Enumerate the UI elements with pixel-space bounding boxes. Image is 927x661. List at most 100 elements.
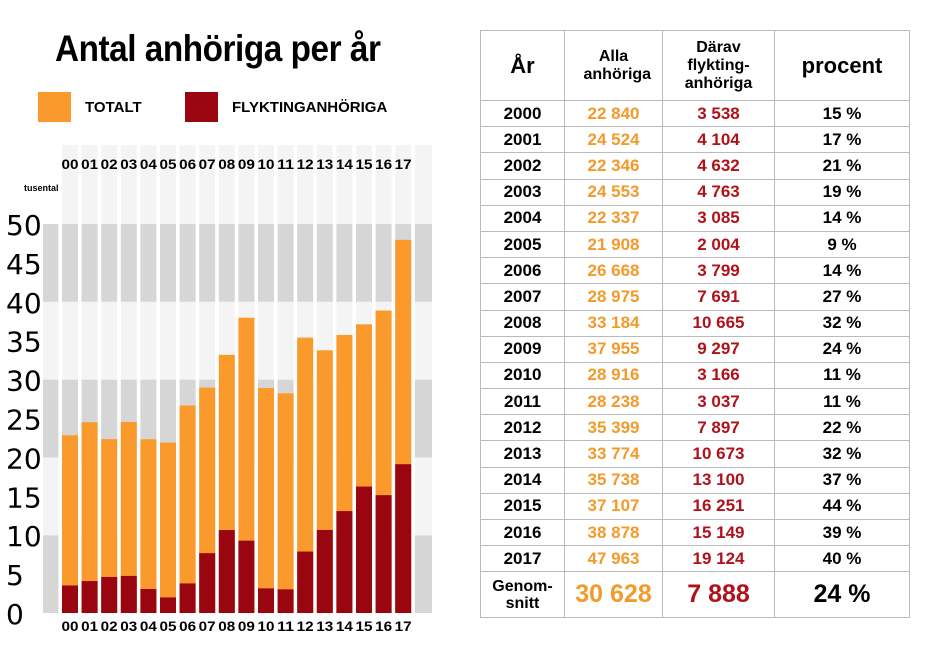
- bar-flykting: [297, 551, 314, 613]
- x-tick-label-top: 16: [375, 156, 392, 172]
- x-tick-label-bottom: 02: [101, 618, 118, 634]
- legend-label: TOTALT: [85, 98, 142, 116]
- chart-title: Antal anhöriga per år: [55, 28, 381, 69]
- x-tick-label-top: 10: [258, 156, 275, 172]
- legend-item-flykting: FLYKTINGANHÖRIGA: [185, 92, 387, 122]
- average-cell: Genom-snitt: [480, 571, 565, 619]
- table-cell: 4 763: [662, 178, 775, 206]
- x-tick-label-top: 15: [356, 156, 373, 172]
- x-tick-label-top: 00: [62, 156, 79, 172]
- x-tick-label-bottom: 17: [395, 618, 412, 634]
- bar-flykting: [277, 589, 294, 613]
- y-tick-label: 50: [6, 209, 42, 242]
- y-tick-label: 5: [6, 559, 24, 592]
- table-cell: 33 184: [564, 309, 663, 337]
- table-cell: 2010: [480, 361, 565, 390]
- bar-flykting: [375, 495, 392, 613]
- table-cell: 37 955: [564, 335, 663, 363]
- table-cell: 2009: [480, 335, 565, 363]
- column-gap: [254, 145, 258, 613]
- table-cell: 47 963: [564, 545, 663, 573]
- table-cell: 15 149: [662, 518, 775, 547]
- table-cell: 10 665: [662, 309, 775, 337]
- table-cell: 10 673: [662, 440, 775, 468]
- table-cell: 28 975: [564, 283, 663, 311]
- table-cell: 2 004: [662, 230, 775, 259]
- column-gap: [136, 145, 141, 613]
- average-cell: 30 628: [564, 571, 663, 619]
- bar-flykting: [316, 529, 333, 613]
- table-cell: 3 166: [662, 361, 775, 390]
- column-gap: [58, 145, 62, 613]
- column-gap: [195, 145, 200, 613]
- table-cell: 2000: [480, 99, 565, 128]
- bar-flykting: [101, 576, 118, 613]
- x-tick-label-bottom: 04: [140, 618, 157, 634]
- x-tick-label-top: 09: [238, 156, 255, 172]
- column-gap: [215, 145, 219, 613]
- bar-totalt: [101, 439, 118, 613]
- y-axis-label: tusental: [24, 183, 59, 193]
- x-tick-label-bottom: 08: [218, 618, 235, 634]
- table-row: 2014 35 738 13 100 37 %: [480, 466, 910, 494]
- y-tick-label: 25: [6, 404, 42, 437]
- x-tick-label-bottom: 06: [179, 618, 196, 634]
- table-cell: 2006: [480, 257, 565, 285]
- bar-flykting: [140, 588, 157, 613]
- y-tick-label: 20: [6, 442, 42, 475]
- y-tick-label: 45: [6, 248, 42, 281]
- table-row: 2003 24 553 4 763 19 %: [480, 178, 910, 206]
- table-cell: 2016: [480, 518, 565, 547]
- table-cell: 2003: [480, 178, 565, 206]
- header-refugee-text: Därav flykting-anhöriga: [684, 38, 753, 92]
- table-row: 2010 28 916 3 166 11 %: [480, 361, 910, 390]
- column-gap: [411, 145, 415, 613]
- bar-totalt: [258, 388, 274, 613]
- table-cell: 22 346: [564, 152, 663, 180]
- table-cell: 2015: [480, 492, 565, 521]
- table-row: 2005 21 908 2 004 9 %: [480, 230, 910, 259]
- x-tick-label-bottom: 00: [62, 618, 79, 634]
- header-year: År: [480, 30, 565, 101]
- table-row: 2007 28 975 7 691 27 %: [480, 283, 910, 311]
- table-cell: 33 774: [564, 440, 663, 468]
- table-cell: 4 104: [662, 126, 775, 154]
- header-refugee: Därav flykting-anhöriga: [662, 30, 775, 101]
- table-cell: 19 %: [774, 178, 910, 206]
- x-tick-label-bottom: 11: [277, 618, 294, 634]
- x-tick-label-bottom: 10: [258, 618, 275, 634]
- table-cell: 2008: [480, 309, 565, 337]
- x-tick-label-bottom: 05: [160, 618, 177, 634]
- table-cell: 3 538: [662, 99, 775, 128]
- x-tick-label-bottom: 09: [238, 618, 255, 634]
- column-gap: [97, 145, 102, 613]
- table-cell: 3 799: [662, 257, 775, 285]
- x-tick-label-top: 01: [81, 156, 98, 172]
- table-cell: 24 553: [564, 178, 663, 206]
- table-cell: 3 085: [662, 204, 775, 232]
- table-cell: 11 %: [774, 361, 910, 390]
- bar-totalt: [120, 421, 137, 613]
- x-tick-label-top: 07: [199, 156, 216, 172]
- table-cell: 2005: [480, 230, 565, 259]
- bar-flykting: [81, 581, 98, 613]
- table-row: 2011 28 238 3 037 11 %: [480, 388, 910, 416]
- legend-label: FLYKTINGANHÖRIGA: [232, 98, 388, 116]
- table-row: 2002 22 346 4 632 21 %: [480, 152, 910, 180]
- bar-totalt: [81, 422, 98, 613]
- column-gap: [78, 145, 82, 613]
- table-cell: 22 337: [564, 204, 663, 232]
- band: [60, 145, 432, 224]
- table-cell: 16 251: [662, 492, 775, 521]
- x-tick-label-top: 02: [101, 156, 118, 172]
- column-gap: [313, 145, 317, 613]
- bar-chart: 05101520253035404550tusental000001010202…: [6, 145, 432, 634]
- table-cell: 21 908: [564, 230, 663, 259]
- table-cell: 2007: [480, 283, 565, 311]
- table-cell: 35 738: [564, 466, 663, 494]
- column-gap: [176, 145, 180, 613]
- header-percent: procent: [774, 30, 910, 101]
- average-row: Genom-snitt 30 628 7 888 24 %: [480, 571, 910, 619]
- column-gap: [352, 145, 356, 613]
- data-table: År Alla anhöriga Därav flykting-anhöriga…: [480, 30, 910, 619]
